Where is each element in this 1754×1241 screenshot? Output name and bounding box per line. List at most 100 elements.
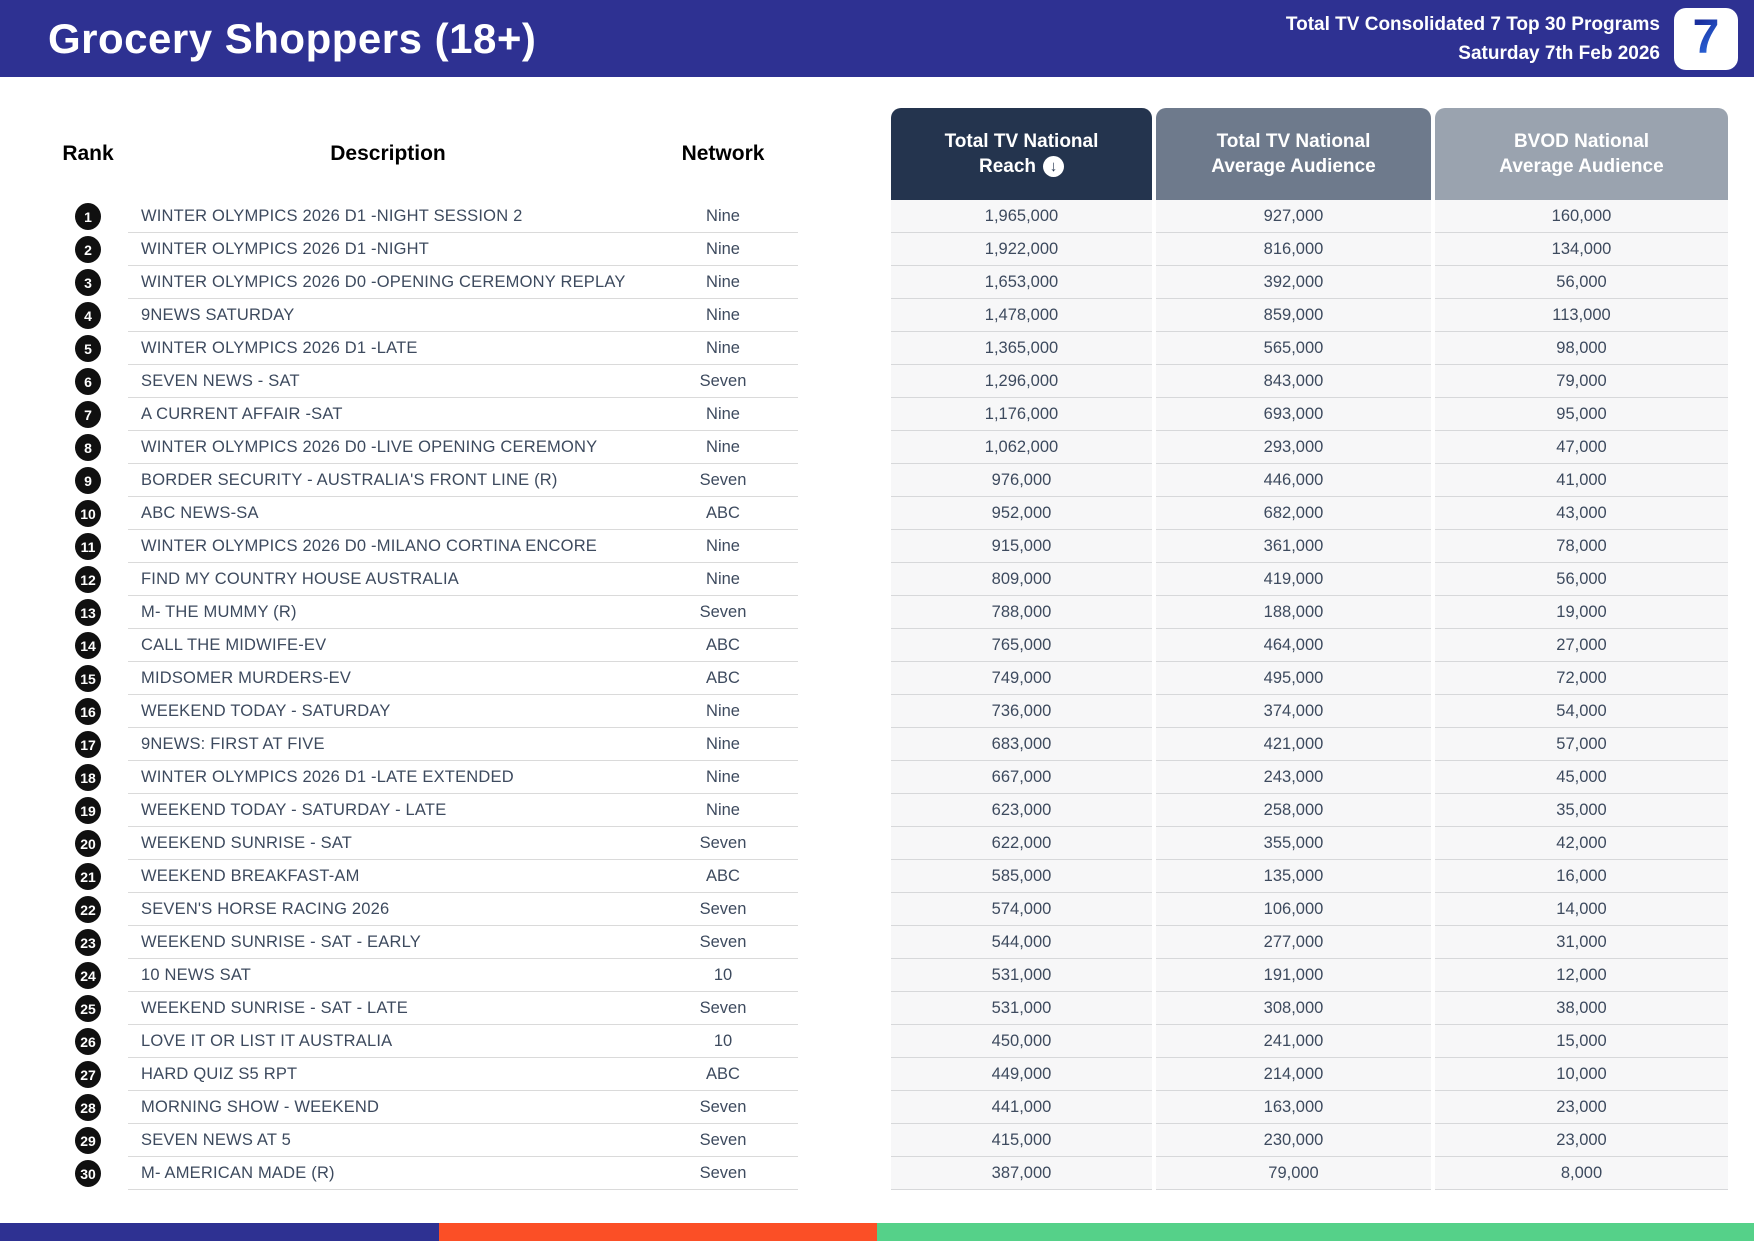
table-row: 11 WINTER OLYMPICS 2026 D0 -MILANO CORTI… — [48, 530, 1728, 563]
row-gap-2 — [1431, 827, 1435, 860]
description-cell: BORDER SECURITY - AUSTRALIA'S FRONT LINE… — [128, 464, 648, 497]
row-gap-2 — [1431, 398, 1435, 431]
rank-badge: 13 — [75, 599, 101, 626]
row-gap-2 — [1431, 365, 1435, 398]
row-spacer — [798, 794, 891, 827]
rank-cell: 29 — [48, 1124, 128, 1157]
network-cell: Nine — [648, 563, 798, 596]
rank-cell: 5 — [48, 332, 128, 365]
row-gap-1 — [1152, 431, 1156, 464]
total-tv-reach-cell: 1,296,000 — [891, 365, 1152, 398]
table-row: 16 WEEKEND TODAY - SATURDAY Nine 736,000… — [48, 695, 1728, 728]
row-spacer — [798, 959, 891, 992]
bvod-average-audience-cell: 16,000 — [1435, 860, 1728, 893]
rank-badge: 28 — [75, 1094, 101, 1121]
total-tv-reach-cell: 1,478,000 — [891, 299, 1152, 332]
network-cell: ABC — [648, 1058, 798, 1091]
rank-badge: 16 — [75, 698, 101, 725]
bvod-average-audience-cell: 95,000 — [1435, 398, 1728, 431]
rank-cell: 12 — [48, 563, 128, 596]
row-spacer — [798, 629, 891, 662]
table-row: 8 WINTER OLYMPICS 2026 D0 -LIVE OPENING … — [48, 431, 1728, 464]
row-gap-1 — [1152, 233, 1156, 266]
bvod-average-audience-cell: 42,000 — [1435, 827, 1728, 860]
rank-badge: 9 — [75, 467, 101, 494]
bvod-average-audience-cell: 134,000 — [1435, 233, 1728, 266]
rank-cell: 18 — [48, 761, 128, 794]
rank-badge: 21 — [75, 863, 101, 890]
total-tv-average-audience-cell: 374,000 — [1156, 695, 1431, 728]
table-row: 4 9NEWS SATURDAY Nine 1,478,000 859,000 … — [48, 299, 1728, 332]
sort-descending-icon[interactable]: ↓ — [1043, 156, 1065, 177]
total-tv-average-audience-cell: 464,000 — [1156, 629, 1431, 662]
row-spacer — [798, 992, 891, 1025]
rank-cell: 20 — [48, 827, 128, 860]
rank-cell: 23 — [48, 926, 128, 959]
total-tv-reach-cell: 788,000 — [891, 596, 1152, 629]
row-gap-2 — [1431, 926, 1435, 959]
total-tv-reach-cell: 1,922,000 — [891, 233, 1152, 266]
row-spacer — [798, 860, 891, 893]
rank-cell: 25 — [48, 992, 128, 1025]
rank-cell: 26 — [48, 1025, 128, 1058]
rank-cell: 15 — [48, 662, 128, 695]
row-gap-2 — [1431, 761, 1435, 794]
table-row: 14 CALL THE MIDWIFE-EV ABC 765,000 464,0… — [48, 629, 1728, 662]
bvod-average-audience-cell: 78,000 — [1435, 530, 1728, 563]
footer-segment-green — [877, 1223, 1754, 1241]
row-gap-1 — [1152, 1025, 1156, 1058]
column-header-total-tv-reach[interactable]: Total TV National Reach ↓ — [891, 108, 1152, 200]
row-gap-1 — [1152, 1157, 1156, 1190]
rank-cell: 14 — [48, 629, 128, 662]
network-cell: 10 — [648, 1025, 798, 1058]
total-tv-reach-cell: 623,000 — [891, 794, 1152, 827]
total-tv-average-audience-cell: 361,000 — [1156, 530, 1431, 563]
total-tv-average-audience-cell: 693,000 — [1156, 398, 1431, 431]
row-gap-2 — [1431, 992, 1435, 1025]
rank-cell: 27 — [48, 1058, 128, 1091]
description-cell: SEVEN NEWS - SAT — [128, 365, 648, 398]
row-gap-1 — [1152, 959, 1156, 992]
total-tv-reach-cell: 915,000 — [891, 530, 1152, 563]
report-date: Saturday 7th Feb 2026 — [1458, 42, 1660, 64]
column-header-total-tv-average-audience[interactable]: Total TV National Average Audience — [1156, 108, 1431, 200]
network-cell: Nine — [648, 728, 798, 761]
network-cell: Seven — [648, 464, 798, 497]
bvod-average-audience-cell: 10,000 — [1435, 1058, 1728, 1091]
table-row: 30 M- AMERICAN MADE (R) Seven 387,000 79… — [48, 1157, 1728, 1190]
rank-cell: 11 — [48, 530, 128, 563]
total-tv-average-audience-cell: 565,000 — [1156, 332, 1431, 365]
rank-cell: 6 — [48, 365, 128, 398]
bvod-average-audience-cell: 15,000 — [1435, 1025, 1728, 1058]
report-subtitle: Total TV Consolidated 7 Top 30 Programs — [1285, 13, 1660, 35]
table-row: 1 WINTER OLYMPICS 2026 D1 -NIGHT SESSION… — [48, 200, 1728, 233]
network-cell: Seven — [648, 1124, 798, 1157]
row-gap-2 — [1431, 464, 1435, 497]
row-gap-1 — [1152, 695, 1156, 728]
bvod-average-audience-cell: 38,000 — [1435, 992, 1728, 1025]
bvod-average-audience-cell: 56,000 — [1435, 563, 1728, 596]
description-cell: 9NEWS SATURDAY — [128, 299, 648, 332]
rank-cell: 2 — [48, 233, 128, 266]
bvod-average-audience-cell: 79,000 — [1435, 365, 1728, 398]
row-gap-2 — [1431, 563, 1435, 596]
row-gap-2 — [1431, 497, 1435, 530]
total-tv-average-audience-cell: 927,000 — [1156, 200, 1431, 233]
total-tv-reach-cell: 1,062,000 — [891, 431, 1152, 464]
bvod-average-audience-cell: 8,000 — [1435, 1157, 1728, 1190]
total-tv-reach-cell: 622,000 — [891, 827, 1152, 860]
table-row: 15 MIDSOMER MURDERS-EV ABC 749,000 495,0… — [48, 662, 1728, 695]
description-cell: FIND MY COUNTRY HOUSE AUSTRALIA — [128, 563, 648, 596]
rank-cell: 24 — [48, 959, 128, 992]
total-tv-average-audience-cell: 241,000 — [1156, 1025, 1431, 1058]
column-header-bvod-average-audience[interactable]: BVOD National Average Audience — [1435, 108, 1728, 200]
total-tv-average-audience-cell: 163,000 — [1156, 1091, 1431, 1124]
row-gap-2 — [1431, 695, 1435, 728]
footer-segment-blue — [0, 1223, 439, 1241]
network-cell: Nine — [648, 266, 798, 299]
row-gap-1 — [1152, 266, 1156, 299]
table-row: 24 10 NEWS SAT 10 531,000 191,000 12,000 — [48, 959, 1728, 992]
total-tv-reach-cell: 1,653,000 — [891, 266, 1152, 299]
description-cell: MORNING SHOW - WEEKEND — [128, 1091, 648, 1124]
bvod-average-audience-cell: 113,000 — [1435, 299, 1728, 332]
